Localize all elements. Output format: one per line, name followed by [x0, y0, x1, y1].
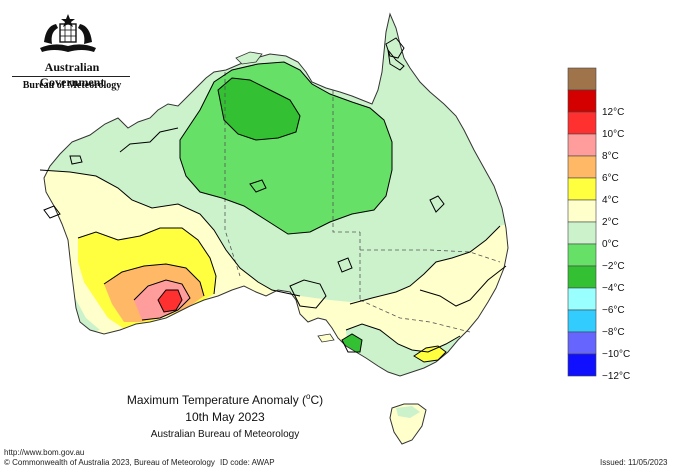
- legend-swatch: [567, 155, 597, 179]
- kangaroo-island: [317, 333, 335, 343]
- title-divider: [12, 76, 130, 77]
- legend-label: 10°C: [602, 129, 624, 140]
- state-borders: [224, 72, 501, 333]
- footer-issued: Issued: 11/05/2023: [600, 458, 668, 467]
- legend-swatch: [567, 287, 597, 311]
- legend-label: −10°C: [602, 349, 630, 360]
- footer-url[interactable]: http://www.bom.gov.au: [4, 448, 85, 457]
- footer-id-code: ID code: AWAP: [220, 458, 275, 467]
- melville-island: [235, 51, 263, 65]
- legend-label: 0°C: [602, 239, 619, 250]
- tasmania-cool-patch: [396, 406, 420, 418]
- band-minus4-to-minus6: [218, 78, 300, 140]
- legend-swatch: [567, 133, 597, 157]
- legend-swatch: [567, 353, 597, 377]
- legend-swatch: [567, 265, 597, 289]
- legend-swatch: [567, 309, 597, 333]
- map-date: 10th May 2023: [185, 410, 265, 424]
- legend-swatch: [567, 177, 597, 201]
- legend-label: 2°C: [602, 217, 619, 228]
- legend-label: 4°C: [602, 195, 619, 206]
- legend-label: −4°C: [602, 283, 625, 294]
- coat-of-arms-icon: [40, 14, 96, 52]
- legend-swatch: [567, 89, 597, 113]
- map-title: Maximum Temperature Anomaly (oC): [126, 392, 324, 407]
- map-source: Australian Bureau of Meteorology: [150, 429, 300, 440]
- legend-label: −8°C: [602, 327, 625, 338]
- coastline: [43, 12, 509, 377]
- legend-swatch: [567, 243, 597, 267]
- legend-label: 8°C: [602, 151, 619, 162]
- legend-label: 6°C: [602, 173, 619, 184]
- map-title-block: Maximum Temperature Anomaly (oC) 10th Ma…: [95, 388, 355, 443]
- band-8-to-10: [158, 290, 182, 312]
- band-2-to-4-victoria: [414, 346, 446, 362]
- legend-label: −12°C: [602, 371, 630, 382]
- footer-copyright: © Commonwealth of Australia 2023, Bureau…: [4, 458, 215, 467]
- legend-swatch: [567, 111, 597, 135]
- legend-swatch: [567, 199, 597, 223]
- government-title: Australian Government: [39, 60, 105, 89]
- legend-swatch: [567, 67, 597, 91]
- legend-swatch: [567, 331, 597, 355]
- bureau-title: Bureau of Meteorology: [22, 80, 122, 91]
- legend: 12°C 10°C 8°C 6°C 4°C 2°C 0°C −2°C −4°C −6°C −8°C −…: [567, 67, 630, 382]
- legend-label: 12°C: [602, 107, 624, 118]
- legend-label: −2°C: [602, 261, 625, 272]
- legend-label: −6°C: [602, 305, 625, 316]
- legend-swatch: [567, 221, 597, 245]
- contour-lines: [39, 37, 507, 363]
